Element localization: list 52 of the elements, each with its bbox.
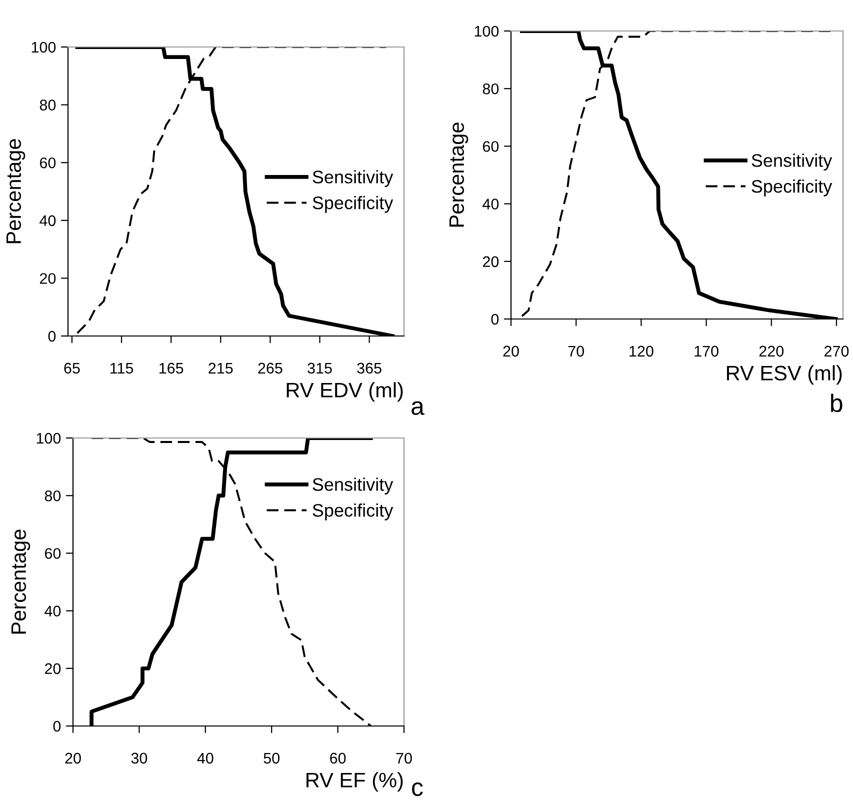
y-tick-label: 40 <box>44 606 61 616</box>
y-tick-label: 0 <box>491 314 499 325</box>
y-tick-label: 0 <box>48 330 56 342</box>
y-tick-label: 20 <box>482 256 499 268</box>
y-axis-title: Percentage <box>449 122 468 227</box>
y-tick-label: 0 <box>53 720 61 732</box>
x-tick-label: 220 <box>759 346 784 357</box>
y-tick-label: 60 <box>482 141 499 152</box>
y-tick-label: 20 <box>44 663 61 674</box>
x-tick-label: 115 <box>110 362 134 374</box>
text: b <box>831 394 842 412</box>
y-tick-label: 60 <box>40 157 56 168</box>
legend-label: Specificity <box>312 503 394 520</box>
x-tick-label: 170 <box>694 346 718 357</box>
y-tick-label: 100 <box>36 432 61 444</box>
x-tick-label: 70 <box>568 346 584 357</box>
y-tick-label: 100 <box>474 26 499 37</box>
y-axis-title: Percentage <box>6 139 26 244</box>
x-tick-label: 365 <box>357 362 382 374</box>
x-tick-label: 40 <box>197 752 214 764</box>
x-axis-title: RV EF (%) <box>306 772 403 792</box>
legend-label: Specificity <box>752 180 832 196</box>
y-tick-label: 40 <box>482 198 499 210</box>
legend-label: Sensitivity <box>752 154 832 170</box>
x-tick-label: 50 <box>264 752 280 764</box>
x-tick-label: 315 <box>308 362 332 374</box>
x-tick-label: 70 <box>396 752 412 764</box>
x-tick-label: 120 <box>630 346 654 357</box>
y-tick-label: 100 <box>32 42 56 53</box>
x-axis-title: RV ESV (ml) <box>727 365 842 385</box>
y-tick-label: 80 <box>44 490 61 502</box>
x-tick-label: 20 <box>65 752 81 764</box>
y-tick-label: 20 <box>40 273 56 284</box>
x-tick-label: 20 <box>503 346 519 357</box>
x-tick-label: 65 <box>64 362 80 374</box>
x-tick-label: 165 <box>160 362 184 374</box>
y-tick-label: 60 <box>44 548 61 559</box>
x-tick-label: 60 <box>330 752 346 764</box>
y-tick-label: 80 <box>482 83 499 94</box>
x-tick-label: 30 <box>131 752 148 764</box>
y-axis-title: Percentage <box>11 530 30 634</box>
text: c <box>412 782 423 796</box>
y-tick-label: 80 <box>40 100 56 110</box>
x-axis-title: RV EDV (ml) <box>286 382 403 402</box>
legend-label: Sensitivity <box>312 478 394 494</box>
legend-label: Specificity <box>312 196 394 213</box>
x-tick-label: 265 <box>258 362 282 374</box>
x-tick-label: 270 <box>824 346 849 357</box>
y-tick-label: 40 <box>40 215 56 226</box>
legend-label: Sensitivity <box>312 170 394 187</box>
text: a <box>412 401 424 415</box>
x-tick-label: 215 <box>208 362 233 374</box>
